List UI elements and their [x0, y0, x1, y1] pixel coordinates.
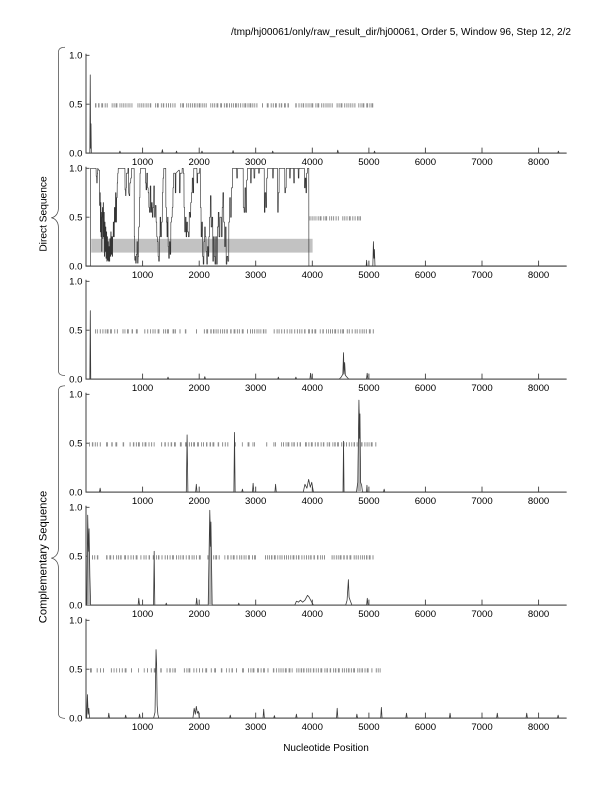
svg-text:7000: 7000	[471, 157, 492, 168]
svg-text:1.0: 1.0	[69, 390, 82, 401]
svg-text:0.0: 0.0	[69, 375, 82, 386]
svg-text:1.0: 1.0	[69, 164, 82, 175]
svg-text:0.0: 0.0	[69, 262, 82, 273]
svg-text:0.0: 0.0	[69, 601, 82, 612]
svg-text:7000: 7000	[471, 270, 492, 281]
svg-text:3000: 3000	[245, 157, 266, 168]
svg-text:0.5: 0.5	[69, 100, 82, 111]
svg-text:/tmp/hj00061/only/raw_result_d: /tmp/hj00061/only/raw_result_dir/hj00061…	[231, 27, 571, 38]
svg-text:7000: 7000	[471, 496, 492, 507]
svg-text:5000: 5000	[358, 157, 379, 168]
svg-text:5000: 5000	[358, 383, 379, 394]
svg-text:0.5: 0.5	[69, 439, 82, 450]
svg-text:7000: 7000	[471, 609, 492, 620]
svg-text:1000: 1000	[132, 722, 153, 733]
svg-text:0.0: 0.0	[69, 488, 82, 499]
svg-text:8000: 8000	[528, 722, 549, 733]
svg-text:3000: 3000	[245, 722, 266, 733]
svg-text:2000: 2000	[189, 383, 210, 394]
svg-text:4000: 4000	[302, 270, 323, 281]
svg-text:1.0: 1.0	[69, 616, 82, 627]
svg-text:5000: 5000	[358, 270, 379, 281]
svg-text:8000: 8000	[528, 157, 549, 168]
svg-text:4000: 4000	[302, 722, 323, 733]
svg-text:2000: 2000	[189, 270, 210, 281]
svg-text:Nucleotide Position: Nucleotide Position	[283, 743, 369, 754]
svg-text:0.0: 0.0	[69, 149, 82, 160]
svg-text:1000: 1000	[132, 383, 153, 394]
svg-text:0.5: 0.5	[69, 213, 82, 224]
svg-text:2000: 2000	[189, 157, 210, 168]
svg-text:Direct Sequence: Direct Sequence	[39, 176, 50, 252]
svg-text:6000: 6000	[415, 722, 436, 733]
svg-text:1000: 1000	[132, 270, 153, 281]
svg-text:Complementary Sequence: Complementary Sequence	[38, 491, 50, 623]
svg-text:6000: 6000	[415, 157, 436, 168]
svg-text:4000: 4000	[302, 157, 323, 168]
svg-text:0.5: 0.5	[69, 552, 82, 563]
svg-text:0.5: 0.5	[69, 326, 82, 337]
svg-text:3000: 3000	[245, 270, 266, 281]
svg-text:3000: 3000	[245, 496, 266, 507]
svg-text:5000: 5000	[358, 722, 379, 733]
svg-text:1.0: 1.0	[69, 277, 82, 288]
svg-text:6000: 6000	[415, 609, 436, 620]
svg-text:6000: 6000	[415, 496, 436, 507]
svg-text:1000: 1000	[132, 496, 153, 507]
svg-text:5000: 5000	[358, 496, 379, 507]
svg-text:1000: 1000	[132, 157, 153, 168]
svg-text:2000: 2000	[189, 496, 210, 507]
svg-text:1.0: 1.0	[69, 51, 82, 62]
svg-text:7000: 7000	[471, 722, 492, 733]
svg-text:6000: 6000	[415, 270, 436, 281]
svg-text:2000: 2000	[189, 609, 210, 620]
svg-text:4000: 4000	[302, 609, 323, 620]
svg-text:8000: 8000	[528, 496, 549, 507]
svg-text:4000: 4000	[302, 383, 323, 394]
svg-text:3000: 3000	[245, 383, 266, 394]
svg-text:1.0: 1.0	[69, 503, 82, 514]
svg-text:0.5: 0.5	[69, 665, 82, 676]
svg-text:4000: 4000	[302, 496, 323, 507]
svg-text:8000: 8000	[528, 383, 549, 394]
svg-text:0.0: 0.0	[69, 714, 82, 725]
svg-text:8000: 8000	[528, 270, 549, 281]
svg-text:2000: 2000	[189, 722, 210, 733]
svg-text:1000: 1000	[132, 609, 153, 620]
svg-text:5000: 5000	[358, 609, 379, 620]
svg-text:7000: 7000	[471, 383, 492, 394]
svg-text:8000: 8000	[528, 609, 549, 620]
svg-text:3000: 3000	[245, 609, 266, 620]
svg-text:6000: 6000	[415, 383, 436, 394]
